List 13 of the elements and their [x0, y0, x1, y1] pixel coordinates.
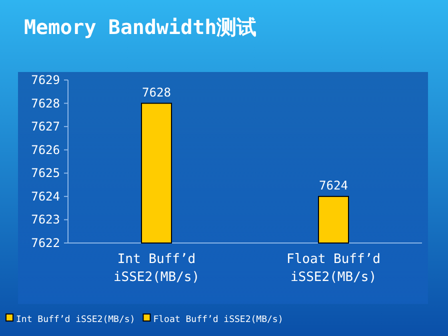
y-tick-label: 7624 — [31, 189, 60, 204]
data-label: 7628 — [142, 85, 171, 100]
legend-label: Int Buff’d iSSE2(MB/s) — [16, 315, 136, 325]
y-tick-label: 7623 — [31, 212, 60, 227]
chart-title: Memory Bandwidth测试 — [24, 15, 257, 39]
y-tick-label: 7627 — [31, 120, 60, 134]
y-tick-label: 7628 — [31, 96, 60, 110]
y-tick-label: 7626 — [31, 142, 60, 157]
legend-label: Float Buff’d iSSE2(MB/s) — [153, 315, 284, 325]
y-tick-label: 7625 — [31, 166, 60, 180]
y-tick-label: 7629 — [31, 73, 60, 87]
data-label: 7624 — [319, 178, 348, 192]
y-tick-label: 7622 — [31, 236, 60, 250]
